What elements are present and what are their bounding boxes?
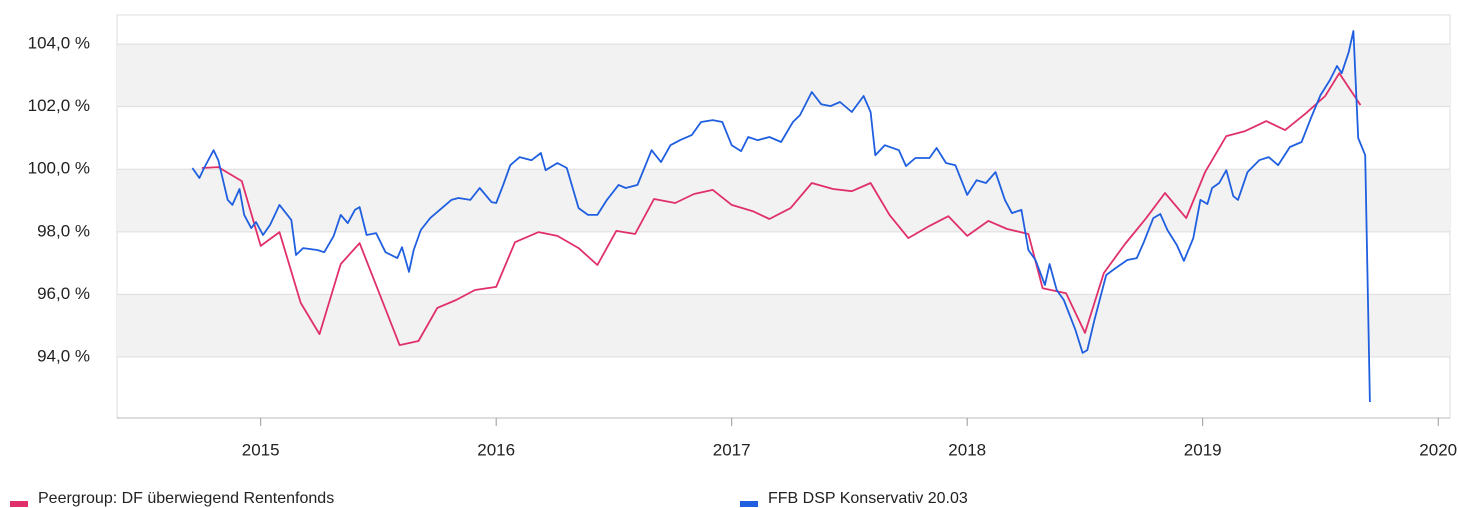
x-tick-label: 2015: [242, 440, 280, 459]
x-tick-label: 2016: [477, 440, 515, 459]
y-tick-label: 100,0 %: [28, 159, 90, 178]
series-line: [201, 72, 1362, 346]
y-tick-label: 98,0 %: [37, 221, 90, 240]
legend-swatch: [740, 501, 758, 507]
series-line: [191, 30, 1371, 403]
legend-swatch: [10, 501, 28, 507]
x-tick-label: 2017: [713, 440, 751, 459]
y-tick-label: 104,0 %: [28, 34, 90, 53]
grid-band: [117, 169, 1450, 232]
legend-label: FFB DSP Konservativ 20.03: [768, 490, 968, 507]
x-tick-label: 2020: [1419, 440, 1457, 459]
x-tick-label: 2018: [948, 440, 986, 459]
legend-label: Peergroup: DF überwiegend Rentenfonds: [38, 490, 334, 507]
x-tick-label: 2019: [1184, 440, 1222, 459]
grid-band: [117, 294, 1450, 357]
grid-band: [117, 44, 1450, 107]
y-tick-label: 102,0 %: [28, 96, 90, 115]
y-tick-label: 96,0 %: [37, 284, 90, 303]
y-tick-label: 94,0 %: [37, 346, 90, 365]
